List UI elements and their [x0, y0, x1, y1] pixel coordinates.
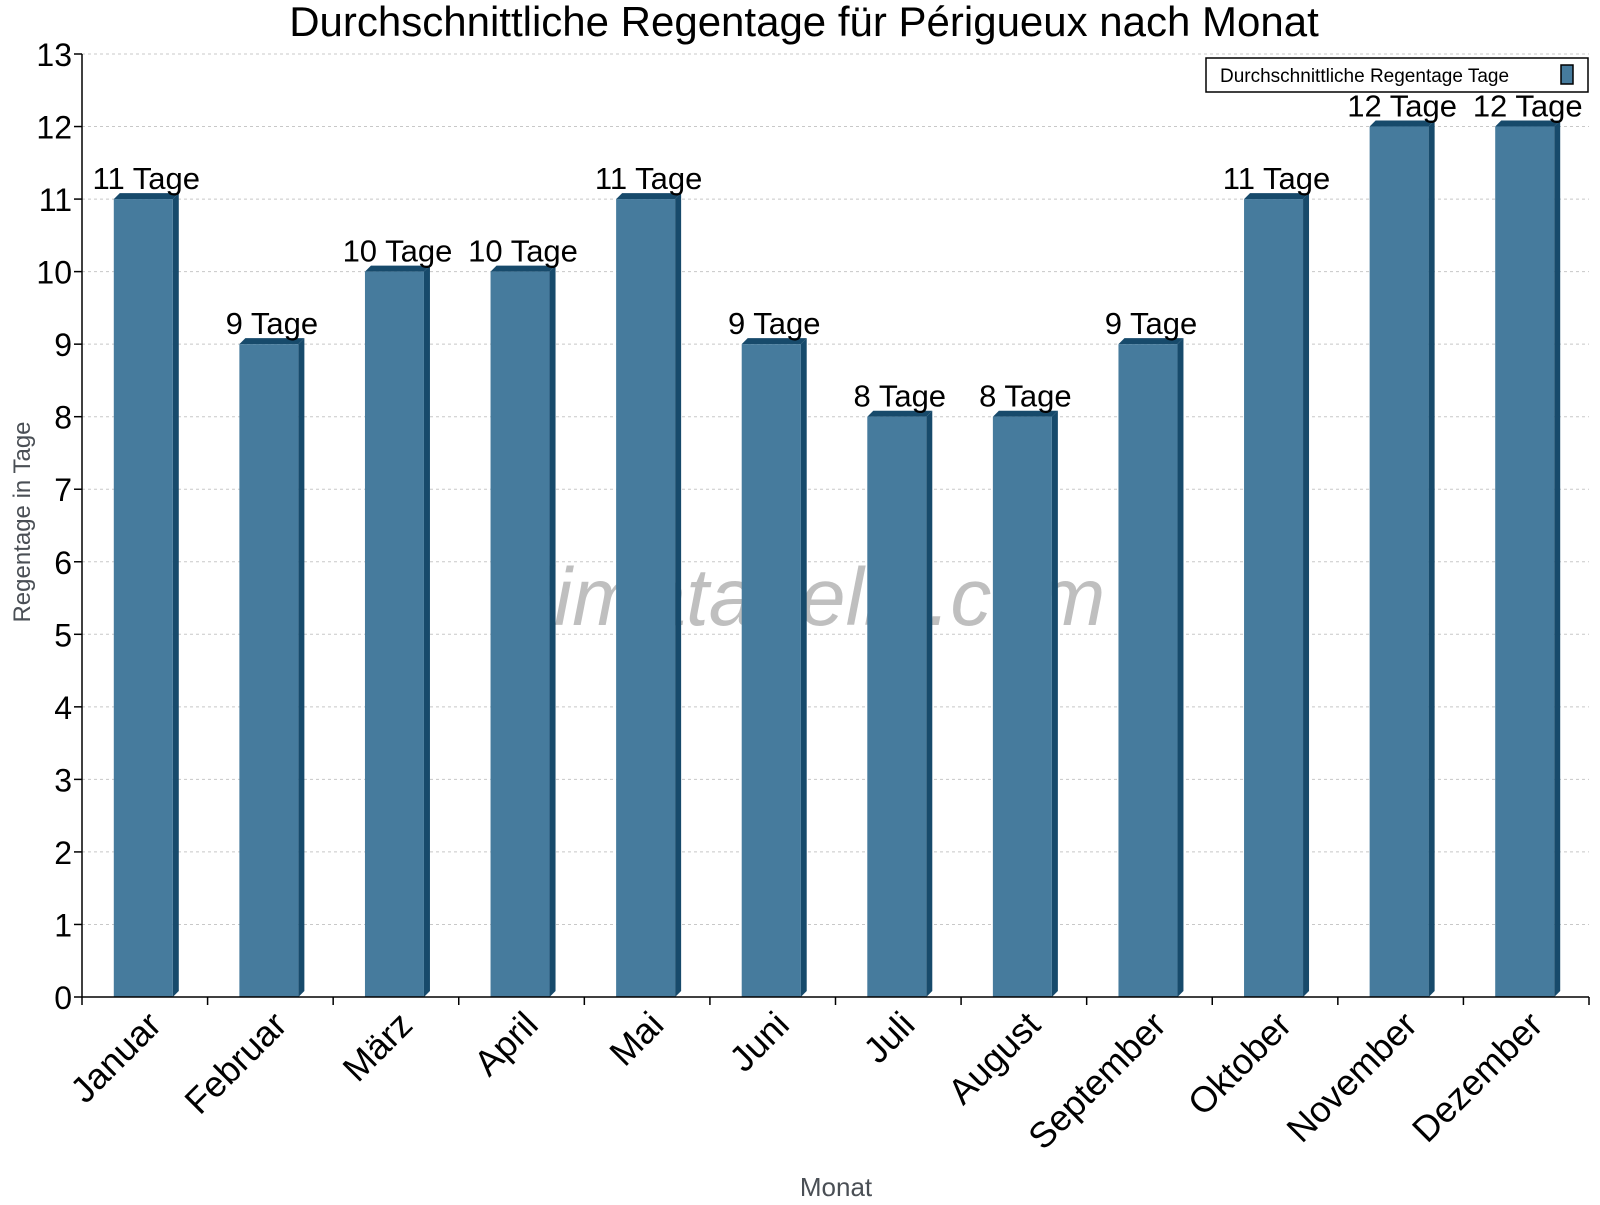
bar-top	[616, 193, 682, 200]
bar	[1495, 126, 1555, 998]
x-tick-label: Januar	[62, 1004, 169, 1111]
bar	[239, 344, 299, 998]
bar-top	[741, 338, 807, 345]
bar	[364, 271, 424, 998]
legend: Durchschnittliche Regentage Tage	[1205, 57, 1589, 93]
bar-top	[1369, 120, 1435, 127]
x-tick-label: Juli	[855, 1004, 922, 1071]
data-label: 10 Tage	[468, 234, 578, 269]
y-tick-label: 3	[54, 762, 72, 798]
bar-side	[926, 410, 933, 997]
x-tick-label: April	[466, 1004, 546, 1084]
bar-side	[1051, 410, 1058, 997]
y-tick-label: 11	[39, 182, 72, 218]
data-label: 8 Tage	[979, 379, 1072, 414]
y-tick-label: 9	[54, 327, 72, 363]
bar	[992, 416, 1052, 997]
y-tick-label: 0	[54, 980, 72, 1016]
bar-side	[800, 338, 807, 998]
data-label: 10 Tage	[343, 234, 453, 269]
bar	[867, 416, 927, 997]
bar-top	[1495, 120, 1561, 127]
x-tick-label: Dezember	[1404, 1004, 1550, 1150]
y-tick-label: 8	[54, 400, 72, 436]
bar-top	[867, 410, 933, 417]
legend-swatch	[1560, 64, 1574, 85]
y-tick-label: 10	[36, 255, 72, 291]
x-tick-label: März	[335, 1004, 421, 1090]
bar-top	[239, 338, 305, 345]
y-tick-label: 1	[54, 907, 72, 943]
bar	[741, 344, 801, 998]
legend-label: Durchschnittliche Regentage Tage	[1220, 66, 1509, 87]
y-tick-label: 6	[54, 545, 72, 581]
bar-side	[1554, 120, 1561, 998]
bar-side	[1428, 120, 1435, 998]
bar-top	[1118, 338, 1184, 345]
y-tick-label: 2	[54, 835, 72, 871]
y-tick-label: 7	[54, 472, 72, 508]
bar-top	[113, 193, 179, 200]
data-label: 8 Tage	[854, 379, 947, 414]
x-tick-label: November	[1278, 1004, 1424, 1150]
data-label: 9 Tage	[226, 306, 319, 341]
bar	[1369, 126, 1429, 998]
y-tick-label: 12	[36, 110, 72, 146]
bars: 11 Tage 9 Tage 10 Tage 10 Tage 11 Tage 9 Tage…	[93, 89, 1583, 998]
bar-top	[992, 410, 1058, 417]
data-label: 9 Tage	[1105, 306, 1198, 341]
bar-top	[1244, 193, 1310, 200]
y-tick-label: 5	[54, 617, 72, 653]
x-tick-label: Juni	[721, 1004, 797, 1080]
gridlines	[82, 53, 1589, 925]
bar-side	[1303, 193, 1310, 998]
bar-top	[490, 265, 556, 272]
bar-side	[172, 193, 179, 998]
data-label: 9 Tage	[728, 306, 821, 341]
y-tick-label: 13	[36, 37, 72, 73]
bar	[1118, 344, 1178, 998]
x-tick-label: Oktober	[1180, 1004, 1300, 1124]
x-axis-label: Monat	[800, 1172, 873, 1200]
chart-title: Durchschnittliche Regentage für Périgueu…	[289, 0, 1319, 45]
data-label: 11 Tage	[93, 161, 200, 196]
y-tick-label: 4	[54, 690, 72, 726]
bar-side	[675, 193, 682, 998]
bar-top	[364, 265, 430, 272]
bar	[113, 199, 173, 998]
bar-side	[1177, 338, 1184, 998]
bar-side	[298, 338, 305, 998]
y-axis-label: Regentage in Tage	[9, 421, 36, 622]
data-label: 11 Tage	[595, 161, 702, 196]
bar	[616, 199, 676, 998]
x-tick-label: September	[1020, 1004, 1174, 1158]
x-tick-label: Mai	[601, 1004, 671, 1074]
bar	[490, 271, 550, 998]
legend-box	[1205, 57, 1589, 93]
data-label: 11 Tage	[1223, 161, 1330, 196]
bar-side	[549, 265, 556, 998]
data-label: 12 Tage	[1473, 89, 1583, 124]
x-tick-label: August	[940, 1004, 1048, 1112]
bar-side	[423, 265, 430, 998]
x-tick-label: Februar	[176, 1004, 294, 1122]
bar	[1244, 199, 1304, 998]
data-label: 12 Tage	[1347, 89, 1457, 124]
